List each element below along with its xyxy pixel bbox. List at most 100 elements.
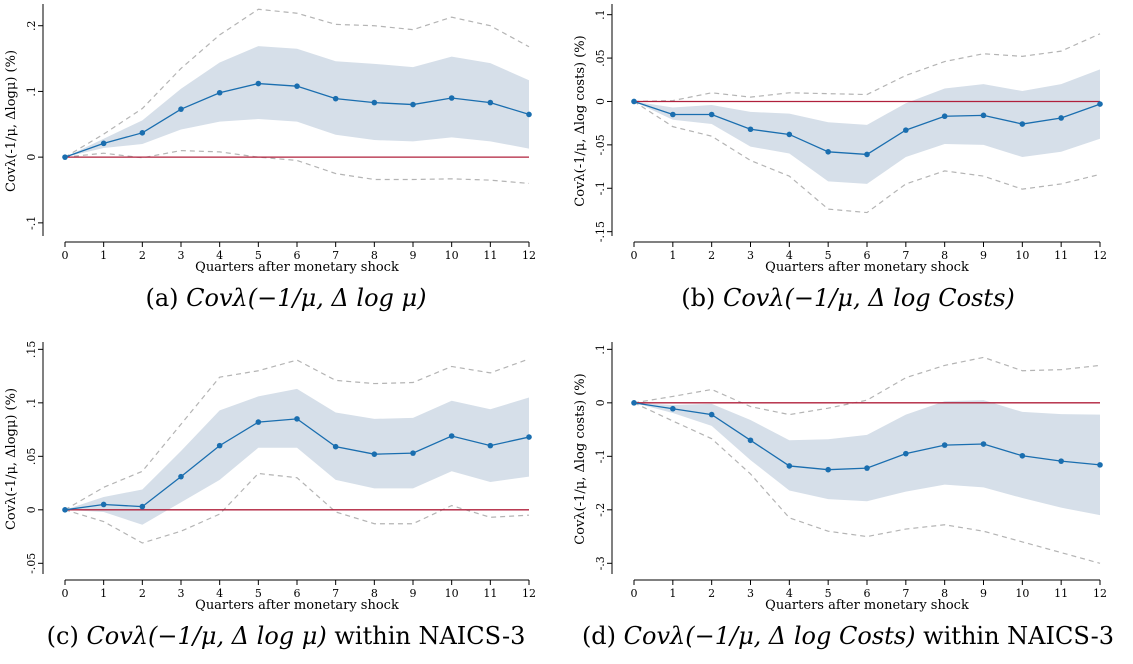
estimate-point — [786, 131, 793, 138]
y-tick-label: -.1 — [594, 181, 607, 195]
x-tick-label: 9 — [410, 249, 417, 262]
y-tick-label: .05 — [594, 49, 607, 67]
ci-upper-line — [633, 33, 1101, 103]
estimate-point — [448, 95, 455, 101]
y-tick-label: .1 — [25, 398, 38, 409]
y-tick-label: .1 — [594, 344, 607, 355]
estimate-point — [294, 83, 300, 89]
ci-lower-line — [64, 149, 530, 185]
y-tick-label: .05 — [25, 448, 38, 466]
ci-upper-line — [64, 358, 530, 511]
caption-math: Covλ(−1/μ, Δ log Costs) — [722, 284, 1015, 312]
x-tick-label: 12 — [1093, 249, 1107, 262]
x-axis-label: Quarters after monetary shock — [195, 598, 399, 613]
x-tick-label: 10 — [1015, 587, 1029, 600]
x-tick-label: 9 — [410, 587, 417, 600]
estimate-point — [903, 127, 909, 133]
x-tick-label: 9 — [980, 249, 987, 262]
estimate-point — [448, 433, 455, 439]
x-tick-label: 7 — [902, 587, 909, 600]
ci-upper-line — [633, 356, 1101, 416]
x-tick-label: 4 — [216, 587, 223, 600]
estimate-point — [864, 151, 870, 158]
x-tick-label: 1 — [669, 249, 676, 262]
estimate-point — [255, 80, 262, 87]
estimate-point — [1058, 115, 1064, 121]
ci-upper-line — [64, 8, 530, 158]
estimate-point — [100, 140, 107, 147]
x-tick-label: 4 — [786, 587, 793, 600]
caption-d: (d) Covλ(−1/μ, Δ log Costs) within NAICS… — [581, 622, 1115, 650]
x-tick-label: 12 — [522, 587, 536, 600]
estimate-point — [139, 503, 146, 510]
x-tick-label: 6 — [294, 249, 301, 262]
y-axis-label: Covλ(-1/μ, Δlogμ) (%) — [4, 388, 19, 530]
x-tick-label: 2 — [708, 249, 715, 262]
estimate-point — [255, 419, 262, 425]
estimate-point — [178, 473, 184, 480]
x-tick-label: 4 — [786, 249, 793, 262]
x-tick-label: 0 — [62, 249, 69, 262]
estimate-point — [178, 106, 184, 112]
x-tick-label: 3 — [178, 249, 185, 262]
x-tick-label: 5 — [825, 587, 832, 600]
estimate-point — [1097, 462, 1103, 468]
estimate-point — [332, 443, 339, 450]
estimate-point — [139, 130, 146, 136]
x-tick-label: 7 — [332, 587, 339, 600]
y-axis-label: Covλ(-1/μ, Δlog costs) (%) — [573, 373, 588, 544]
estimate-point — [1058, 458, 1064, 464]
estimate-point — [825, 149, 831, 155]
estimate-point — [1019, 121, 1026, 127]
x-tick-label: 2 — [139, 587, 146, 600]
confidence-band — [65, 388, 529, 525]
estimate-point — [631, 400, 637, 406]
x-tick-label: 10 — [1015, 249, 1029, 262]
y-tick-label: .1 — [25, 86, 38, 97]
y-tick-label: -.15 — [594, 221, 607, 242]
caption-math: Covλ(−1/μ, Δ log μ) — [86, 622, 327, 650]
estimate-point — [980, 441, 987, 447]
confidence-band — [634, 69, 1100, 184]
x-tick-label: 7 — [332, 249, 339, 262]
ci-lower-line — [633, 100, 1101, 214]
ci-lower-line — [64, 472, 530, 544]
estimate-point — [825, 466, 831, 473]
y-tick-label: 0 — [594, 399, 607, 406]
estimate-point — [1019, 452, 1026, 459]
x-tick-label: 3 — [178, 587, 185, 600]
x-axis-label: Quarters after monetary shock — [765, 260, 969, 275]
estimate-point — [62, 154, 68, 160]
x-tick-label: 7 — [902, 249, 909, 262]
x-tick-label: 6 — [294, 587, 301, 600]
x-tick-label: 8 — [941, 249, 948, 262]
estimate-point — [216, 442, 223, 449]
y-tick-label: -.1 — [25, 216, 38, 230]
estimate-point — [980, 112, 987, 119]
x-tick-label: 12 — [1093, 587, 1107, 600]
estimate-point — [670, 405, 676, 412]
chart-panel-b: -.15-.1-.050.05.10 1 2 3 4 5 6 7 8 9 10 11 12Quarter… — [573, 4, 1107, 275]
estimate-point — [786, 463, 793, 469]
estimate-point — [371, 451, 378, 457]
x-tick-label: 8 — [371, 249, 378, 262]
estimate-point — [216, 89, 223, 96]
y-tick-label: 0 — [25, 506, 38, 513]
y-tick-label: -.3 — [594, 556, 607, 570]
estimate-point — [410, 450, 416, 456]
x-tick-label: 3 — [747, 249, 754, 262]
x-tick-label: 1 — [669, 587, 676, 600]
confidence-band — [65, 46, 529, 158]
estimate-point — [1097, 101, 1103, 107]
x-tick-label: 0 — [631, 249, 638, 262]
x-tick-label: 11 — [483, 587, 497, 600]
x-tick-label: 0 — [631, 587, 638, 600]
caption-c: (c) Covλ(−1/μ, Δ log μ) within NAICS-3 — [46, 622, 526, 650]
estimate-point — [62, 507, 68, 513]
x-tick-label: 5 — [255, 249, 262, 262]
x-tick-label: 12 — [522, 249, 536, 262]
x-tick-label: 1 — [100, 249, 107, 262]
caption-math: Covλ(−1/μ, Δ log Costs) — [623, 622, 916, 650]
estimate-point — [294, 416, 300, 422]
